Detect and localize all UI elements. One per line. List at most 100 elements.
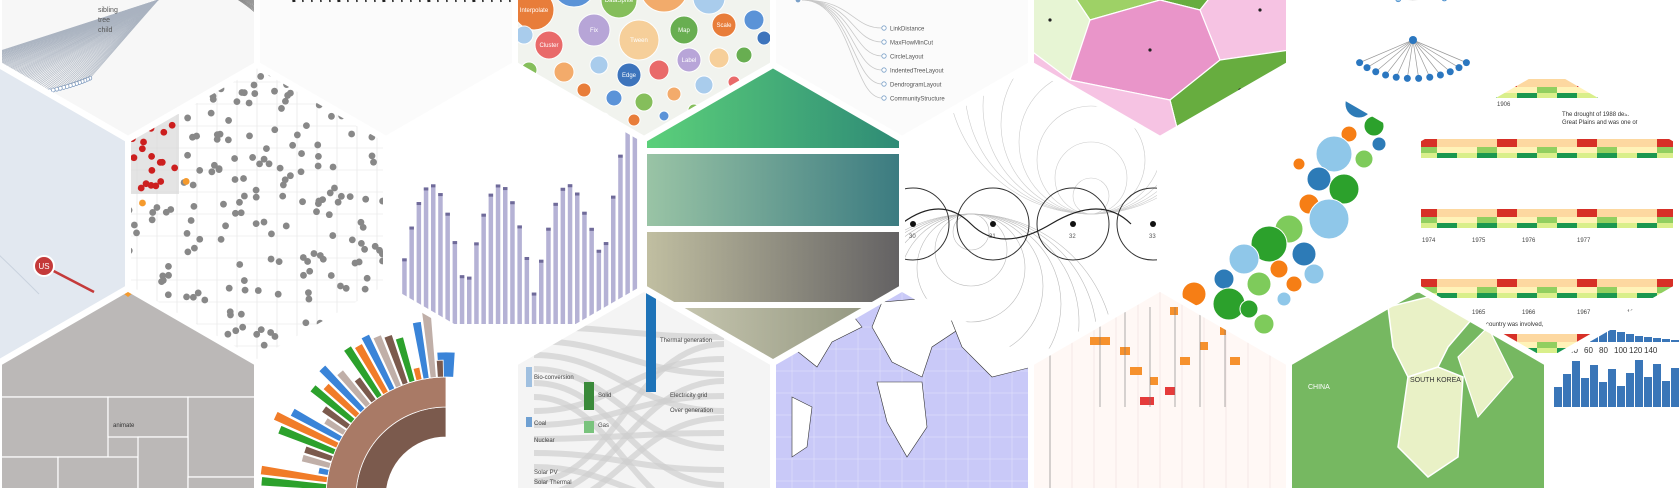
horizon-band	[1477, 223, 1497, 228]
quadtree-point	[368, 152, 376, 160]
treemap-cell	[57, 456, 139, 488]
tree-node-label: MaxFlowMinCut	[890, 41, 933, 47]
sankey-label: Bio-conversion	[534, 375, 574, 381]
quadtree-point	[271, 87, 278, 95]
horizon-band	[1557, 93, 1577, 98]
quadtree-point	[130, 154, 138, 162]
graph-node	[1409, 36, 1417, 44]
continent	[791, 396, 813, 458]
quadtree-point	[287, 172, 294, 180]
horizon-band	[1637, 287, 1657, 293]
quadtree-point	[222, 222, 229, 230]
bar	[524, 256, 530, 324]
sunburst-arc	[322, 382, 361, 419]
bar-cap	[539, 259, 544, 263]
tree-node-label: IndentedTreeLayout	[890, 69, 944, 75]
bubble-label: Rect	[703, 0, 716, 2]
tree-node	[795, 0, 801, 3]
quadtree-point	[260, 341, 268, 349]
hex-tile-histogram: 20406080100120140	[1547, 288, 1680, 488]
quadtree-point	[138, 145, 146, 153]
bubble	[576, 82, 592, 98]
bar-cap	[495, 184, 501, 188]
horizon-band	[1497, 147, 1517, 153]
bar-cap	[524, 256, 530, 260]
sankey-node	[584, 382, 594, 410]
horizon-band	[1597, 139, 1617, 147]
quadtree-point	[239, 323, 247, 331]
bubble	[666, 86, 682, 102]
sunburst-arc	[323, 417, 347, 436]
quadtree-point	[251, 90, 259, 97]
quadtree-point	[232, 327, 240, 335]
bubble	[694, 75, 714, 95]
histogram-bar	[1590, 365, 1598, 407]
quadtree-point	[227, 311, 234, 319]
bubble	[634, 92, 654, 112]
bubble-label: DataSprite	[605, 0, 634, 4]
continent	[876, 381, 928, 458]
graph-node	[1356, 59, 1364, 67]
sunburst-arc	[309, 384, 356, 424]
quadtree-point	[196, 235, 204, 243]
horizon-band	[1457, 153, 1477, 158]
horizon-band	[1637, 217, 1657, 223]
quadtree-point	[225, 284, 233, 292]
horizon-band	[1657, 153, 1676, 158]
bubble	[692, 0, 726, 15]
horizon-band	[1497, 223, 1517, 228]
bubble	[515, 25, 534, 45]
quadtree-point	[142, 180, 150, 188]
horizon-band	[1497, 153, 1517, 158]
quadtree-point	[302, 319, 310, 327]
histogram-bar	[1581, 378, 1589, 407]
quadtree-point	[268, 230, 275, 238]
horizon-band	[1637, 209, 1657, 217]
quadtree-point	[253, 330, 261, 338]
quadtree-point	[334, 198, 342, 206]
sunburst-arc	[353, 376, 377, 404]
gantt-bar	[1130, 367, 1142, 375]
dorling-circle	[1246, 271, 1272, 297]
annotation: The drought of 1988 destroyed	[1562, 112, 1644, 118]
quadtree-point	[189, 293, 197, 301]
sankey-link	[533, 464, 725, 488]
tree-link	[0, 0, 159, 80]
quadtree-point	[182, 178, 190, 185]
axis-tick-label: 100	[1614, 346, 1628, 355]
quadtree-point	[133, 229, 140, 237]
bubble	[639, 0, 689, 13]
quadtree-point	[159, 272, 167, 280]
histogram-bar	[1671, 340, 1679, 342]
projection-pole	[1150, 221, 1156, 227]
quadtree-point	[153, 204, 161, 211]
pole-label: 32	[1069, 234, 1076, 240]
horizon-band	[1517, 223, 1537, 228]
bar-cap	[575, 192, 580, 196]
horizon-band	[1517, 93, 1537, 98]
quadtree-point	[279, 192, 287, 200]
horizon-band	[1657, 79, 1676, 87]
bubble	[743, 9, 765, 31]
voronoi-site	[1048, 18, 1052, 22]
dorling-circle	[1354, 149, 1374, 169]
horizon-band	[1437, 147, 1457, 153]
quadtree-point	[231, 176, 239, 183]
tree-link	[13, 0, 159, 97]
horizon-band	[1597, 217, 1617, 223]
histogram-bar	[1653, 364, 1661, 407]
bubble-label: Label	[682, 58, 697, 64]
gantt-bar	[1180, 357, 1190, 365]
horizon-band	[1418, 209, 1437, 217]
treemap-cell	[0, 456, 59, 488]
quadtree-point	[232, 209, 239, 217]
quadtree-point	[196, 166, 204, 174]
bubble	[616, 62, 642, 88]
treemap-cell	[0, 396, 109, 458]
graph-node	[1441, 0, 1448, 2]
horizon-band	[1537, 217, 1557, 223]
graph-node	[1426, 73, 1434, 81]
sankey-node	[526, 367, 532, 387]
bar-cap	[409, 226, 414, 230]
quadtree-point	[233, 98, 241, 106]
